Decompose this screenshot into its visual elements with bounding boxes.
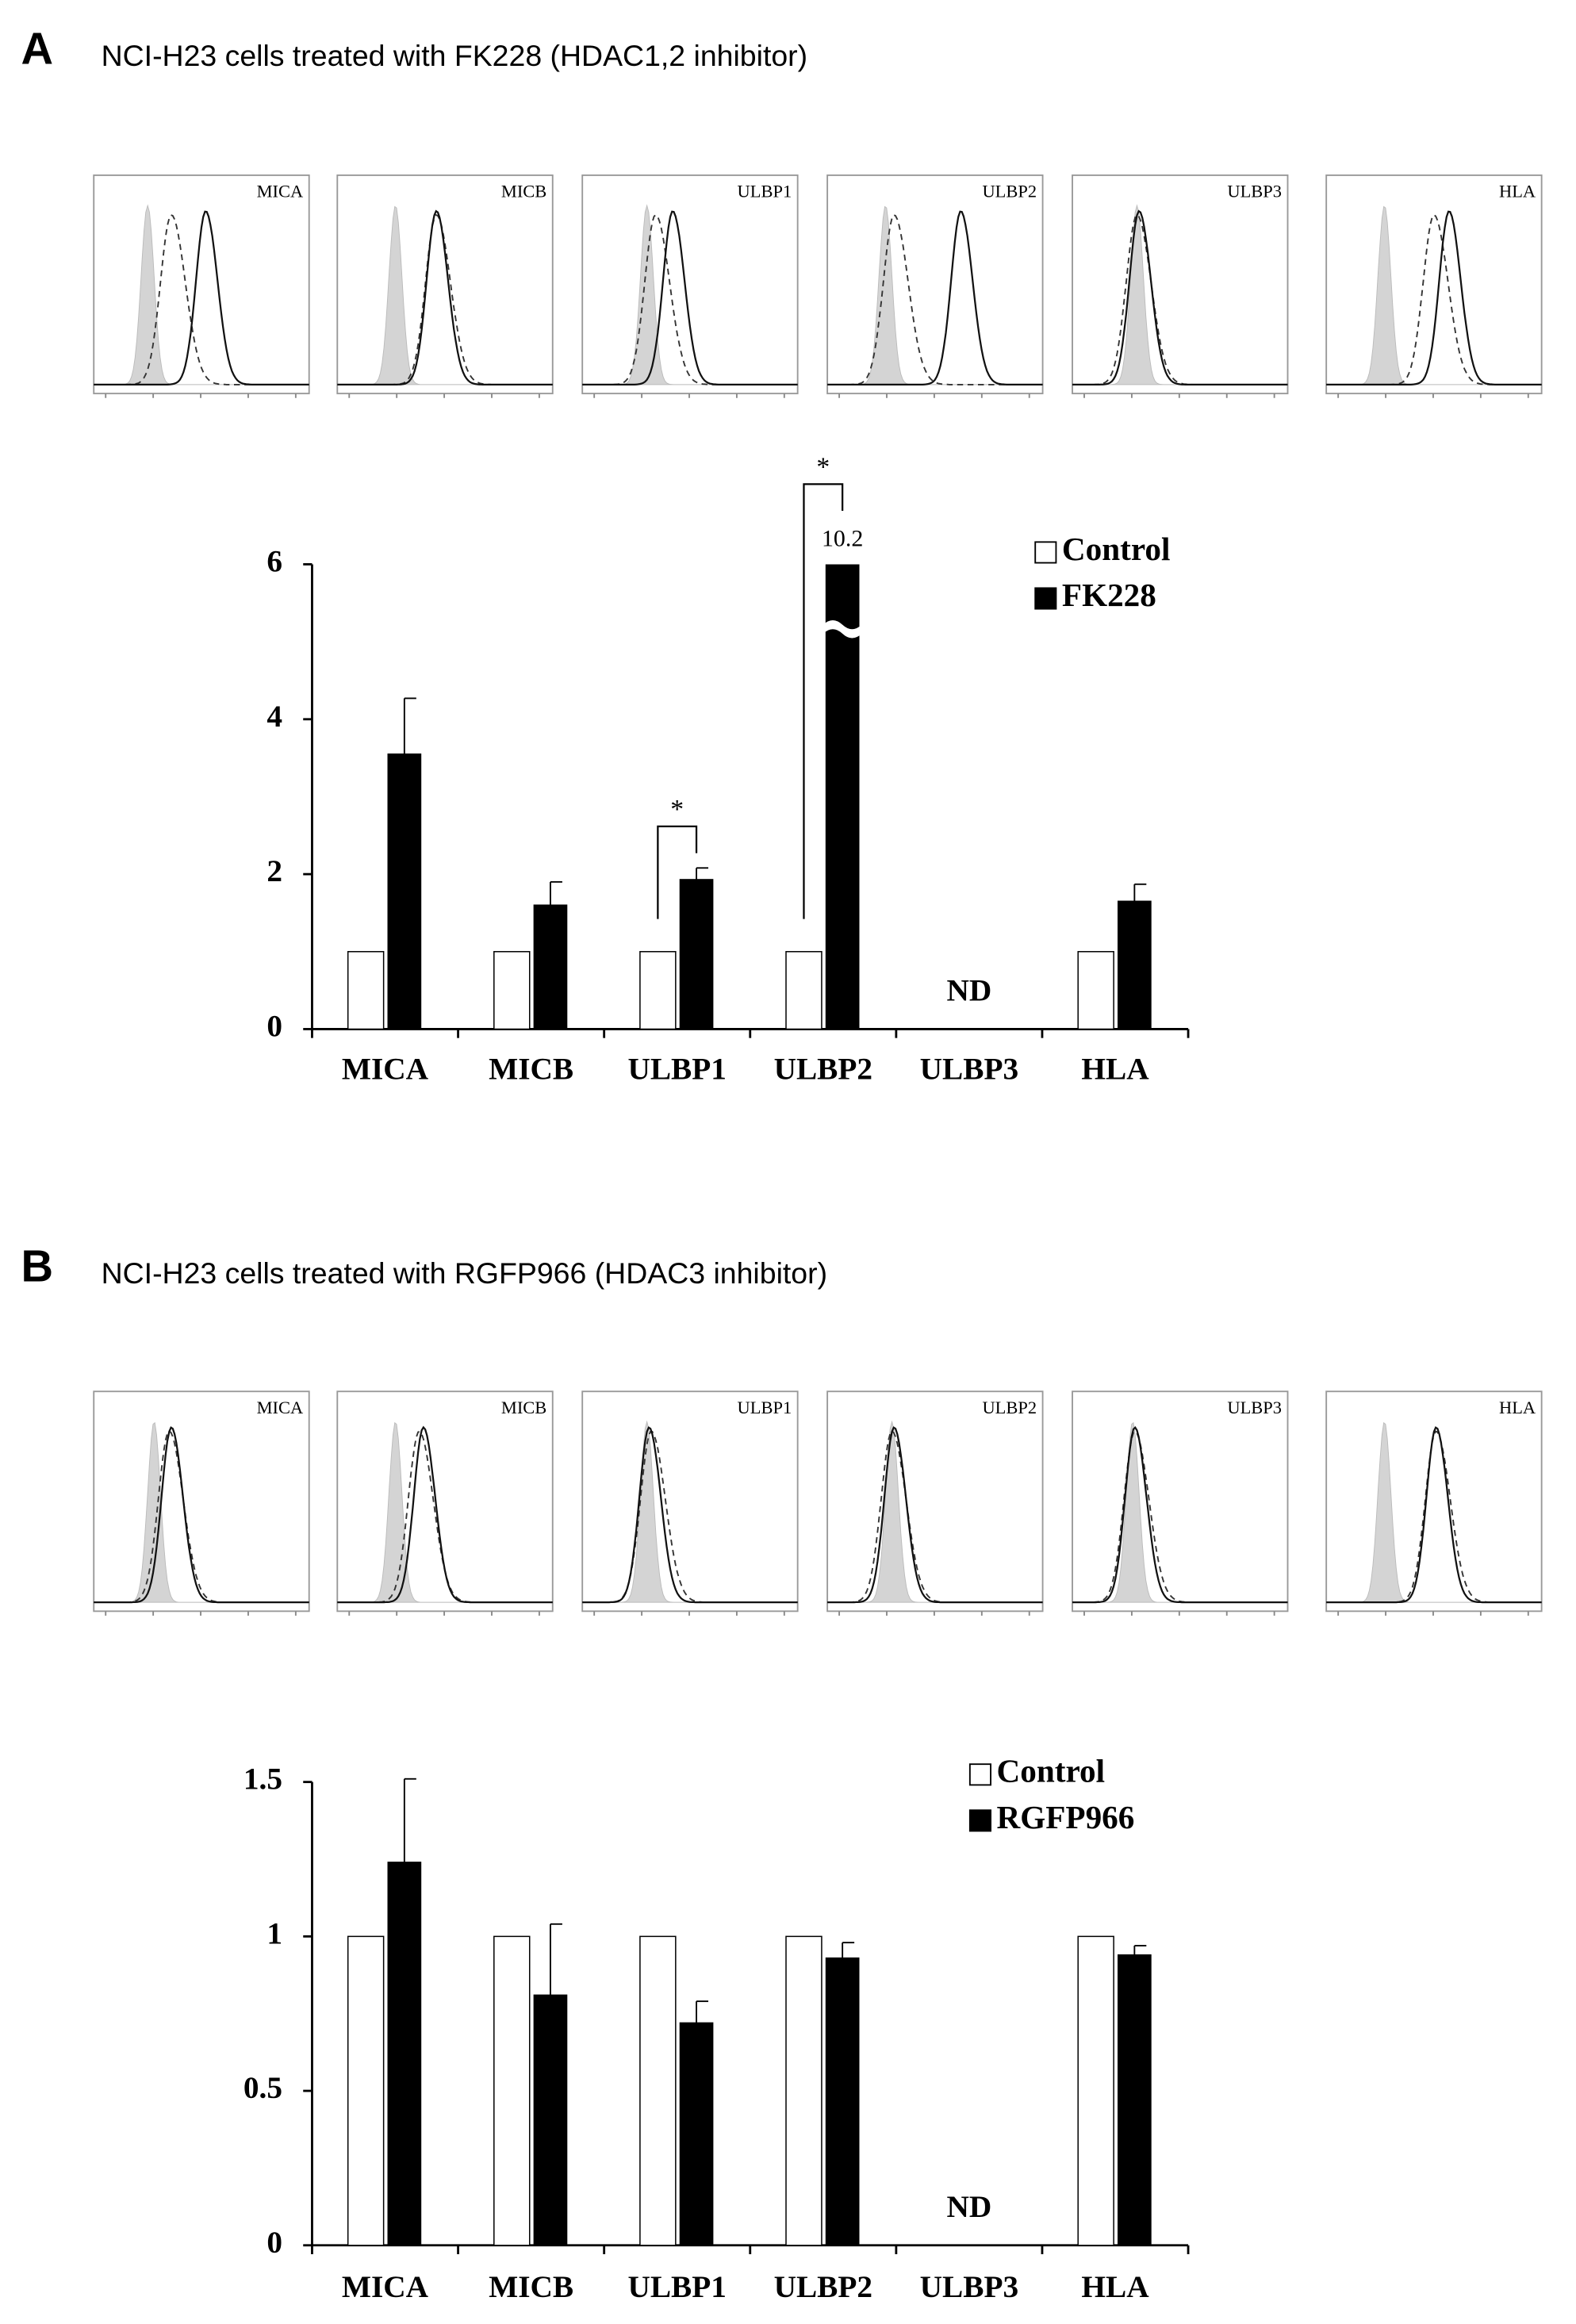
x-tick-label: ULBP3: [920, 1052, 1018, 1087]
annotation: *: [670, 795, 684, 824]
solid-curve: [827, 1426, 1043, 1604]
bar: [639, 1935, 677, 2245]
bar: [1077, 1935, 1114, 2245]
x-tick-label: ULBP2: [774, 2269, 872, 2304]
histogram-frame: [826, 174, 1044, 395]
x-tick-label: MICA: [342, 2269, 429, 2304]
histogram-label: MICB: [501, 1398, 546, 1417]
bar: [785, 951, 823, 1030]
y-tick-label: 0: [267, 1008, 282, 1043]
legend-swatch: [968, 1809, 991, 1832]
x-tick-label: HLA: [1081, 2269, 1149, 2304]
bar: [679, 879, 714, 1030]
value-label: 10.2: [822, 525, 863, 551]
histogram-label: MICA: [257, 182, 304, 201]
histogram-frame: [336, 1390, 554, 1613]
solid-curve: [1326, 210, 1542, 386]
solid-curve: [582, 1426, 798, 1604]
histogram-label: ULBP2: [982, 182, 1037, 201]
histogram-label: HLA: [1499, 182, 1536, 201]
annotation: ND: [947, 2189, 992, 2224]
legend-swatch: [1034, 541, 1057, 564]
x-tick-label: HLA: [1081, 1052, 1149, 1087]
axis-break: [823, 620, 862, 639]
histogram-frame: [1325, 174, 1543, 395]
bar: [825, 564, 860, 1030]
bar: [1077, 951, 1114, 1030]
solid-curve: [337, 1425, 553, 1604]
solid-curve: [94, 1426, 309, 1604]
panel-title: NCI-H23 cells treated with FK228 (HDAC1,…: [102, 39, 808, 72]
y-tick-label: 4: [267, 699, 282, 734]
legend-label: Control: [997, 1753, 1105, 1789]
solid-curve: [1072, 1425, 1288, 1604]
x-tick-label: ULBP1: [627, 1052, 726, 1087]
bar: [493, 951, 531, 1030]
y-tick-label: 6: [267, 543, 282, 578]
bar: [1118, 1954, 1152, 2245]
bar: [493, 1935, 531, 2245]
solid-curve: [1072, 209, 1288, 386]
histogram-frame: [1072, 174, 1289, 395]
histogram-label: MICA: [257, 1398, 304, 1417]
bar: [533, 1994, 568, 2245]
y-tick-label: 0.5: [243, 2070, 282, 2105]
x-tick-label: MICA: [342, 1052, 429, 1087]
histogram-frame: [1072, 1390, 1289, 1613]
dashed-curve: [827, 213, 1043, 385]
solid-curve: [94, 210, 309, 386]
x-tick-label: ULBP3: [920, 2269, 1018, 2304]
bar: [825, 1957, 860, 2245]
bar: [347, 951, 385, 1030]
y-tick-label: 1: [267, 1916, 282, 1950]
x-tick-label: MICB: [489, 1052, 573, 1087]
histogram-frame: [336, 174, 554, 395]
x-tick-label: ULBP1: [627, 2269, 726, 2304]
bar: [533, 904, 568, 1030]
annotation: ND: [947, 973, 992, 1008]
legend-label: FK228: [1062, 577, 1156, 613]
histogram-frame: [1325, 1390, 1543, 1613]
legend-label: Control: [1062, 531, 1170, 567]
significance-bracket: [657, 825, 698, 919]
legend-label: RGFP966: [997, 1799, 1135, 1835]
solid-curve: [827, 210, 1043, 386]
histogram-label: MICB: [501, 182, 546, 201]
histogram-frame: [581, 174, 799, 395]
histogram-label: ULBP2: [982, 1398, 1037, 1417]
panel-label: A: [21, 23, 54, 73]
significance-bracket: [803, 483, 844, 919]
histogram-frame: [93, 1390, 310, 1613]
annotation: *: [816, 452, 830, 481]
y-tick-label: 0: [267, 2225, 282, 2260]
histogram-label: ULBP1: [738, 182, 792, 201]
solid-curve: [337, 209, 553, 386]
histogram-label: ULBP1: [738, 1398, 792, 1417]
bar: [387, 1862, 422, 2245]
x-tick-label: ULBP2: [774, 1052, 872, 1087]
histogram-label: HLA: [1499, 1398, 1536, 1417]
bar: [785, 1935, 823, 2245]
histogram-frame: [93, 174, 310, 395]
y-tick-label: 2: [267, 853, 282, 888]
bar: [1118, 900, 1152, 1030]
histogram-label: ULBP3: [1227, 1398, 1282, 1417]
histogram-label: ULBP3: [1227, 182, 1282, 201]
panel-title: NCI-H23 cells treated with RGFP966 (HDAC…: [102, 1256, 827, 1290]
solid-curve: [582, 210, 798, 386]
bar: [347, 1935, 385, 2245]
bar: [639, 951, 677, 1030]
x-tick-label: MICB: [489, 2269, 573, 2304]
solid-curve: [1326, 1426, 1542, 1604]
panel-label: B: [21, 1241, 54, 1291]
legend-swatch: [968, 1763, 991, 1786]
legend-swatch: [1034, 587, 1057, 610]
histogram-frame: [826, 1390, 1044, 1613]
bar: [679, 2022, 714, 2245]
bar: [387, 753, 422, 1030]
y-tick-label: 1.5: [243, 1762, 282, 1797]
histogram-frame: [581, 1390, 799, 1613]
